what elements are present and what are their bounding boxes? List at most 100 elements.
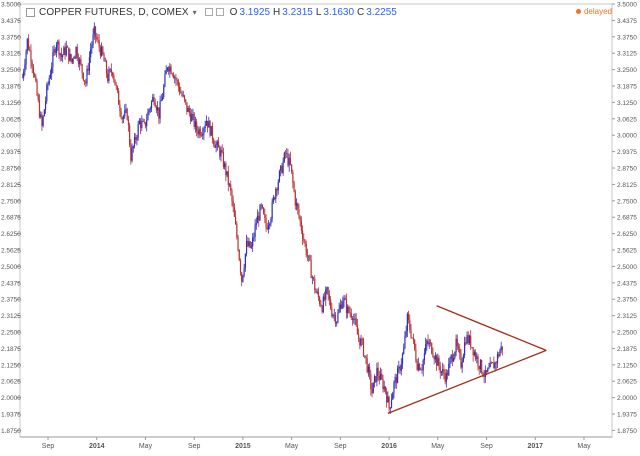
candle-body — [266, 227, 268, 230]
candle-body — [30, 50, 32, 63]
candle-body — [334, 314, 337, 324]
candle-body — [226, 171, 228, 176]
candle-body — [360, 338, 362, 346]
candle-body — [261, 204, 264, 208]
y-tick-label: 3.2500 — [617, 67, 637, 74]
candle-body — [77, 58, 80, 65]
candle-body — [437, 357, 439, 366]
candle-body — [252, 237, 254, 247]
candle-body — [392, 393, 394, 400]
candle-body — [260, 204, 262, 206]
candle-body — [378, 375, 380, 380]
candle-body — [46, 84, 48, 101]
candle-body — [435, 355, 438, 366]
candle-body — [52, 52, 54, 68]
candle-body — [68, 47, 70, 61]
candle-body — [37, 95, 39, 101]
candle-body — [93, 26, 95, 35]
y-tick-label: 2.0625 — [617, 379, 637, 386]
settings-icon[interactable] — [215, 8, 224, 16]
candle-body — [473, 352, 475, 356]
candle-body — [295, 203, 298, 206]
candle-body — [333, 314, 335, 316]
candle-body — [270, 218, 272, 224]
candle-body — [398, 366, 400, 369]
candle-body — [471, 347, 473, 348]
candle-body — [81, 64, 83, 73]
collapse-icon[interactable] — [26, 7, 35, 17]
symbol-title[interactable]: COPPER FUTURES, D, COMEX — [39, 6, 189, 18]
y-tick-label: 2.4375 — [1, 280, 21, 287]
candle-body — [269, 223, 271, 226]
candle-body — [421, 369, 423, 371]
candle-body — [400, 364, 402, 371]
candle-body — [181, 93, 183, 96]
candle-body — [236, 224, 238, 238]
candle-body — [187, 107, 189, 112]
candle-body — [43, 109, 45, 117]
candle-body — [289, 157, 292, 165]
candle-body — [485, 370, 488, 373]
candle-body — [282, 161, 284, 174]
plot-frame — [19, 3, 613, 438]
candle-body — [210, 126, 212, 136]
candle-body — [288, 157, 290, 166]
y-tick-label: 2.7500 — [1, 198, 21, 205]
candle-body — [472, 347, 474, 356]
candle-body — [228, 184, 231, 185]
candle-body — [159, 101, 161, 119]
candle-body — [500, 346, 502, 351]
candle-body — [416, 361, 418, 370]
candle-body — [114, 79, 116, 85]
candle-body — [177, 80, 179, 87]
candle-body — [82, 72, 84, 81]
candle-body — [105, 60, 108, 74]
candle-body — [389, 407, 391, 409]
candle-body — [353, 319, 355, 320]
candle-body — [115, 84, 117, 87]
candle-body — [221, 150, 223, 153]
candle-body — [302, 230, 304, 239]
candle-body — [350, 313, 352, 318]
y-tick-label: 3.5000 — [617, 2, 637, 9]
candle-body — [490, 362, 493, 364]
candle-body — [248, 241, 250, 247]
candle-body — [59, 53, 61, 56]
candle-body — [49, 74, 52, 79]
status-dot-icon — [575, 9, 581, 14]
candle-body — [141, 121, 143, 129]
candle-body — [243, 267, 245, 276]
y-tick-label: 3.3125 — [617, 51, 637, 58]
candle-body — [164, 74, 166, 87]
candle-body — [434, 355, 436, 360]
candle-body — [122, 116, 125, 119]
candle-body — [393, 382, 395, 394]
y-tick-label: 3.0000 — [1, 133, 21, 140]
candle-body — [328, 294, 330, 300]
candle-body — [32, 66, 34, 75]
candle-body — [103, 54, 105, 62]
candle-body — [320, 304, 322, 307]
candle-body — [259, 205, 261, 221]
candle-body — [196, 121, 198, 132]
candle-body — [267, 225, 270, 230]
candle-body — [291, 164, 293, 172]
candle-body — [104, 60, 106, 62]
close-value: 3.2255 — [366, 6, 397, 18]
candle-body — [148, 109, 150, 113]
candle-body — [189, 112, 192, 122]
chevron-down-icon[interactable]: ▾ — [192, 7, 197, 17]
candle-body — [303, 238, 305, 241]
delayed-label: delayed — [583, 7, 612, 16]
candle-body — [163, 86, 165, 98]
candle-body — [149, 108, 151, 110]
candle-body — [305, 243, 307, 255]
candle-body — [444, 374, 446, 382]
visibility-toggle-icon[interactable] — [204, 8, 213, 16]
candle-body — [208, 121, 210, 128]
candle-body — [489, 362, 491, 368]
candle-body — [283, 152, 285, 162]
candle-body — [459, 348, 461, 354]
